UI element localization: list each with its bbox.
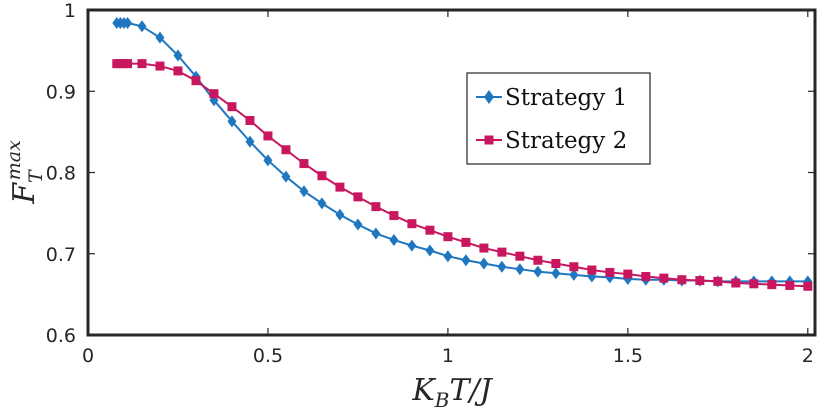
- data-point: [123, 59, 133, 69]
- data-point: [299, 159, 309, 169]
- data-point: [317, 197, 327, 210]
- data-point: [389, 233, 399, 246]
- data-point: [605, 267, 615, 277]
- data-point: [425, 244, 435, 257]
- series-2: [112, 59, 813, 291]
- data-point: [245, 116, 255, 125]
- data-point: [515, 263, 525, 276]
- data-point: [335, 208, 345, 221]
- data-point: [695, 276, 705, 286]
- data-point: [443, 232, 453, 242]
- data-point: [281, 170, 291, 183]
- data-point: [299, 185, 309, 198]
- data-point: [173, 66, 183, 76]
- data-point: [587, 265, 597, 275]
- data-point: [749, 279, 759, 289]
- data-point: [479, 257, 489, 270]
- data-point: [533, 265, 543, 278]
- data-point: [155, 31, 165, 44]
- y-axis-title: FTmax: [3, 140, 47, 205]
- data-point: [461, 254, 471, 267]
- data-point: [371, 202, 381, 212]
- data-point: [137, 20, 147, 33]
- legend: Strategy 1 Strategy 2: [466, 72, 651, 165]
- data-point: [533, 255, 543, 265]
- data-point: [713, 276, 723, 286]
- x-axis-title: KBT/J: [411, 373, 493, 412]
- data-point: [407, 219, 417, 229]
- y-tick-label: 0.7: [46, 244, 76, 266]
- data-point: [497, 260, 507, 273]
- x-tick-label: 1: [442, 345, 454, 367]
- legend-marker: [484, 135, 494, 145]
- y-tick-label: 0.9: [46, 81, 76, 103]
- data-point: [461, 237, 471, 247]
- x-tick-label: 2: [802, 345, 814, 367]
- legend-marker: [484, 90, 494, 104]
- data-point: [191, 76, 201, 86]
- data-point: [407, 239, 417, 252]
- data-point: [569, 268, 579, 281]
- data-point: [137, 59, 147, 69]
- data-point: [425, 225, 435, 235]
- legend-box: [466, 72, 651, 165]
- plot-area: [86, 8, 817, 337]
- data-point: [123, 17, 133, 29]
- data-point: [155, 61, 165, 71]
- data-point: [497, 247, 507, 257]
- data-point: [209, 89, 219, 99]
- data-point: [317, 171, 327, 181]
- data-point: [227, 115, 237, 128]
- data-point: [353, 218, 363, 231]
- data-point: [353, 192, 363, 202]
- data-point: [641, 272, 651, 281]
- data-point: [227, 102, 237, 112]
- data-point: [623, 269, 633, 279]
- data-point: [785, 280, 795, 290]
- data-point: [569, 262, 579, 272]
- x-tick-label: 0.5: [253, 345, 283, 367]
- data-point: [659, 273, 669, 283]
- data-point: [767, 280, 777, 290]
- data-point: [677, 275, 687, 285]
- data-point: [371, 227, 381, 240]
- legend-label: Strategy 1: [505, 85, 627, 111]
- data-point: [245, 135, 255, 148]
- series-layer: [112, 17, 813, 291]
- data-point: [281, 145, 291, 155]
- y-tick-label: 1: [64, 0, 76, 22]
- data-point: [173, 49, 183, 62]
- data-point: [263, 131, 273, 141]
- tick-marks: [87, 9, 815, 336]
- x-tick-label: 0: [82, 345, 94, 367]
- data-point: [389, 211, 399, 221]
- legend-label: Strategy 2: [505, 128, 627, 154]
- data-point: [731, 278, 741, 288]
- data-point: [803, 281, 813, 291]
- x-tick-label: 1.5: [613, 345, 643, 367]
- data-point: [263, 154, 273, 167]
- data-point: [335, 182, 345, 192]
- data-point: [551, 259, 561, 268]
- y-tick-label: 0.8: [46, 163, 76, 185]
- data-point: [515, 251, 525, 261]
- y-tick-label: 0.6: [46, 325, 76, 347]
- data-point: [551, 267, 561, 280]
- data-point: [479, 243, 489, 253]
- data-point: [443, 250, 453, 263]
